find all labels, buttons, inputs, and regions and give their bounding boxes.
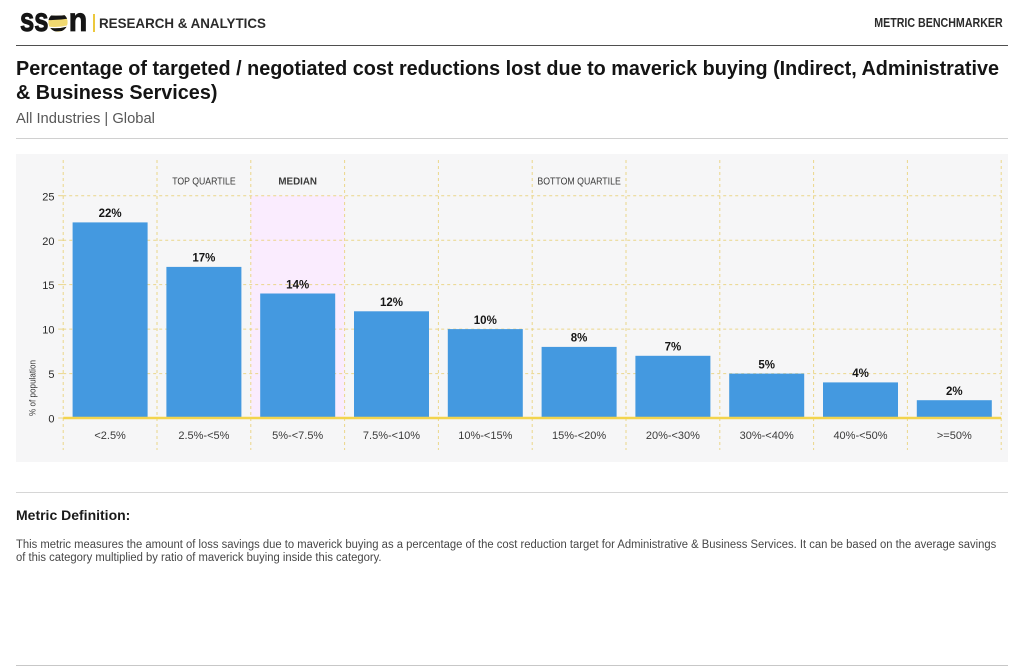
svg-text:2.5%-<5%: 2.5%-<5%	[178, 430, 229, 442]
svg-text:BOTTOM QUARTILE: BOTTOM QUARTILE	[537, 177, 621, 188]
svg-text:4%: 4%	[852, 368, 869, 380]
svg-text:5%-<7.5%: 5%-<7.5%	[272, 430, 323, 442]
svg-text:12%: 12%	[380, 297, 403, 309]
svg-text:40%-<50%: 40%-<50%	[833, 430, 887, 442]
svg-text:14%: 14%	[286, 279, 309, 291]
svg-text:TOP QUARTILE: TOP QUARTILE	[172, 177, 236, 188]
svg-text:10%: 10%	[474, 315, 497, 327]
svg-text:25: 25	[42, 191, 54, 203]
svg-text:10: 10	[42, 325, 54, 337]
svg-text:20%-<30%: 20%-<30%	[646, 430, 700, 442]
svg-text:MEDIAN: MEDIAN	[278, 177, 317, 188]
svg-text:ss: ss	[20, 4, 49, 38]
svg-text:7%: 7%	[665, 342, 682, 354]
svg-text:10%-<15%: 10%-<15%	[458, 430, 512, 442]
svg-text:22%: 22%	[99, 208, 122, 220]
svg-text:<2.5%: <2.5%	[94, 430, 126, 442]
svg-text:20: 20	[42, 236, 54, 248]
svg-text:5%: 5%	[758, 359, 775, 371]
svg-text:15%-<20%: 15%-<20%	[552, 430, 606, 442]
svg-text:n: n	[69, 4, 88, 38]
svg-text:30%-<40%: 30%-<40%	[740, 430, 794, 442]
svg-text:5: 5	[48, 369, 54, 381]
svg-text:0: 0	[48, 414, 54, 426]
svg-text:2%: 2%	[946, 386, 963, 398]
svg-text:8%: 8%	[571, 333, 588, 345]
svg-text:% of population: % of population	[28, 360, 38, 416]
svg-text:17%: 17%	[192, 253, 215, 265]
svg-text:7.5%-<10%: 7.5%-<10%	[363, 430, 420, 442]
svg-text:15: 15	[42, 280, 54, 292]
svg-text:>=50%: >=50%	[937, 430, 972, 442]
